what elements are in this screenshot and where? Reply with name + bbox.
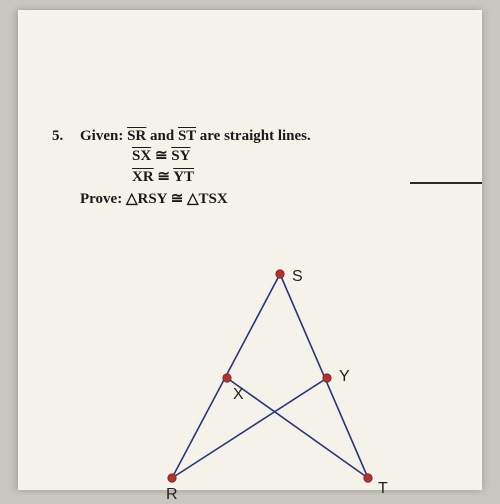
label-S: S <box>292 268 303 286</box>
prove-label: Prove: <box>80 191 122 207</box>
cong1-sym: ≅ <box>151 148 171 164</box>
label-X: X <box>233 386 244 404</box>
vertex-Y <box>323 374 331 382</box>
label-R: R <box>166 486 178 504</box>
seg-yt: YT <box>173 169 194 185</box>
geometry-diagram: SXYRT <box>126 258 386 490</box>
problem-block: 5. Given: SR and ST are straight lines. … <box>80 126 460 209</box>
seg-sy: SY <box>171 148 190 164</box>
label-Y: Y <box>339 368 350 386</box>
page: 5. Given: SR and ST are straight lines. … <box>18 10 482 490</box>
label-T: T <box>378 480 388 498</box>
cong2-sym: ≅ <box>154 169 174 185</box>
given-label: Given: <box>80 128 123 144</box>
vertex-X <box>223 374 231 382</box>
vertex-R <box>168 474 176 482</box>
given-tail: are straight lines. <box>196 128 311 144</box>
horizontal-rule <box>410 182 482 184</box>
given-seg-sr: SR <box>127 128 146 144</box>
given-and: and <box>146 128 178 144</box>
vertex-S <box>276 270 284 278</box>
problem-number: 5. <box>52 126 63 146</box>
seg-xr: XR <box>132 169 154 185</box>
seg-sx: SX <box>132 148 151 164</box>
vertex-T <box>364 474 372 482</box>
given-line-1: Given: SR and ST are straight lines. <box>80 126 460 146</box>
given-seg-st: ST <box>178 128 196 144</box>
prove-text: △RSY ≅ △TSX <box>122 191 228 207</box>
given-cong-1: SX ≅ SY <box>132 146 460 166</box>
prove-line: Prove: △RSY ≅ △TSX <box>80 189 460 209</box>
